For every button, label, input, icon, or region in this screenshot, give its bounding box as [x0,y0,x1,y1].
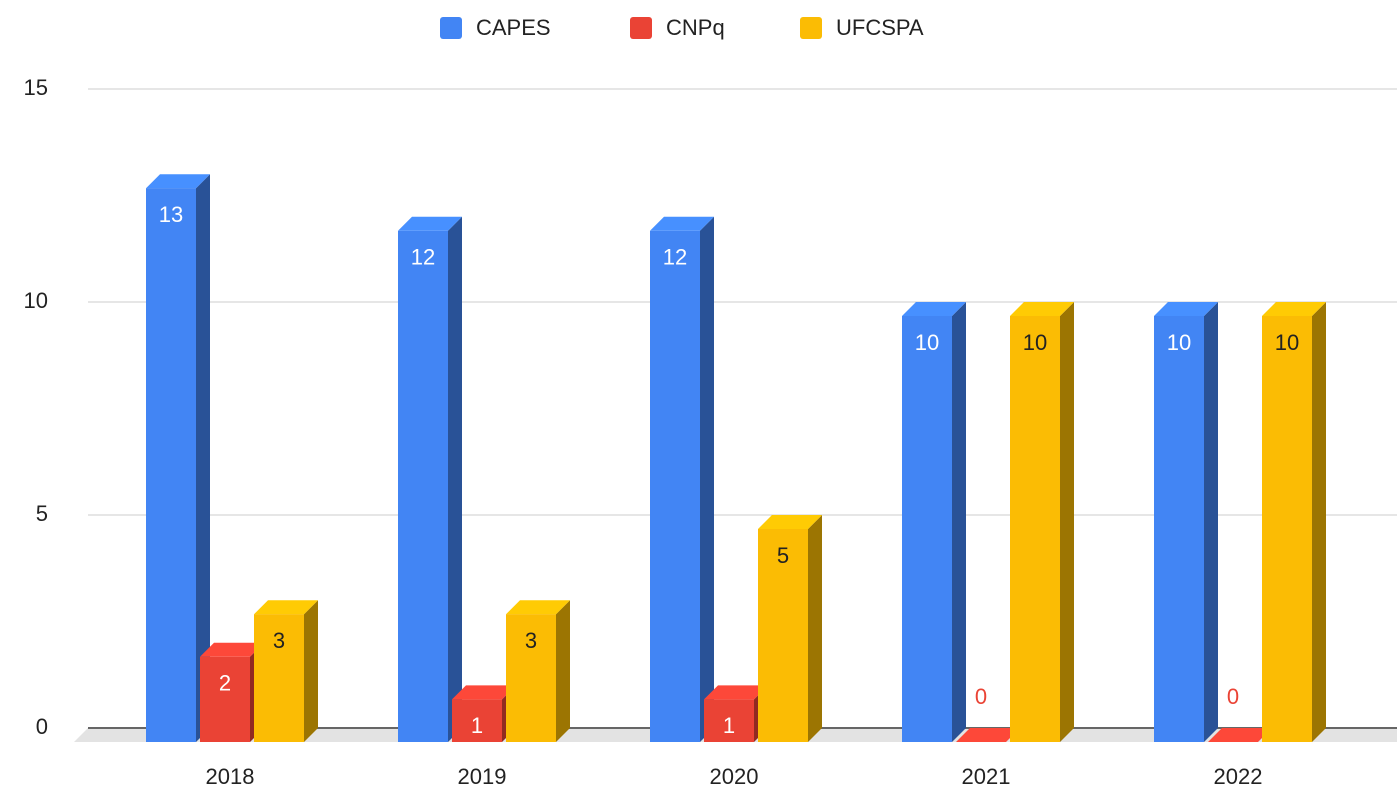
legend-label: CAPES [476,15,551,40]
bar-side [700,216,714,743]
bar-front [254,614,304,742]
data-label: 12 [411,245,435,270]
bar-side [952,302,966,742]
bar-front [758,529,808,742]
legend-swatch [440,17,462,39]
bar-side [448,216,462,743]
data-label: 10 [915,330,939,355]
x-tick-label: 2021 [962,764,1011,789]
data-label: 5 [777,543,789,568]
bar-top [398,216,462,231]
bar [146,174,210,742]
legend-swatch [800,17,822,39]
legend-label: UFCSPA [836,15,924,40]
bar-top [254,600,318,615]
data-label: 1 [471,713,483,738]
data-label: 0 [975,684,987,709]
bar-side [1060,302,1074,742]
bar-front [902,316,952,742]
y-tick-label: 10 [24,288,48,313]
bar-top [1208,728,1272,742]
bar-top [956,728,1020,742]
bar-top [704,685,768,700]
bar-side [304,600,318,742]
data-label: 10 [1023,330,1047,355]
bar [398,216,462,743]
bar-front [1262,316,1312,742]
data-label: 1 [723,713,735,738]
bar-top [200,642,264,657]
bar-top [650,216,714,231]
data-label: 13 [159,202,183,227]
bar [1010,302,1074,742]
bar-top [452,685,516,700]
y-tick-label: 5 [36,501,48,526]
bar-top [1154,302,1218,316]
bar [1154,302,1218,742]
bar [902,302,966,742]
bar-side [1312,302,1326,742]
x-tick-label: 2022 [1214,764,1263,789]
bar-side [196,174,210,742]
bar-side [1204,302,1218,742]
bar-top [1010,302,1074,316]
bar-side [808,515,822,742]
bar [1262,302,1326,742]
data-label: 12 [663,245,687,270]
y-tick-label: 0 [36,714,48,739]
bar-front [650,230,700,743]
bar [1208,728,1272,743]
data-label: 10 [1167,330,1191,355]
bar [506,600,570,742]
bar-top [1262,302,1326,316]
bar-front [398,230,448,743]
data-label: 3 [273,628,285,653]
bar-side [556,600,570,742]
legend-label: CNPq [666,15,725,40]
bar-front [704,699,754,742]
bar-front [506,614,556,742]
legend-swatch [630,17,652,39]
data-label: 2 [219,671,231,696]
bar-front [200,656,250,742]
x-tick-label: 2020 [710,764,759,789]
y-tick-label: 15 [24,75,48,100]
bar [254,600,318,742]
bar-top [758,515,822,529]
bar-front [1010,316,1060,742]
bar [650,216,714,743]
x-tick-label: 2018 [206,764,255,789]
data-label: 3 [525,628,537,653]
bar-top [506,600,570,615]
data-label: 0 [1227,684,1239,709]
bar-top [902,302,966,316]
bar [956,728,1020,743]
bar [758,515,822,742]
data-label: 10 [1275,330,1299,355]
bar-front [146,188,196,742]
bar-front [452,699,502,742]
bar-front [1154,316,1204,742]
x-tick-label: 2019 [458,764,507,789]
bar-top [146,174,210,189]
